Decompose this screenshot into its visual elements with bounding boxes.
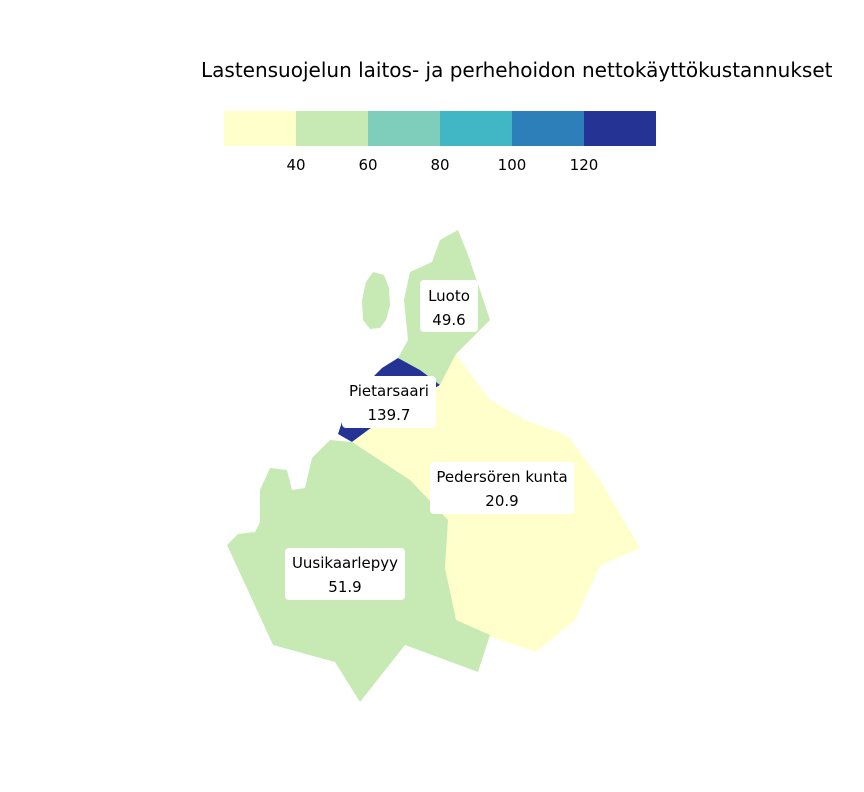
legend-ticks: 40 60 80 100 120 [286, 156, 598, 174]
legend-tick-label: 40 [286, 156, 305, 174]
region-name: Luoto [428, 287, 470, 305]
label-box [285, 548, 405, 600]
region-value: 51.9 [328, 578, 361, 596]
legend-tick-label: 120 [570, 156, 599, 174]
label-box [342, 376, 436, 428]
legend-bin-100-120 [512, 111, 584, 146]
legend-bin-over-120 [584, 111, 656, 146]
region-label-pietarsaari: Pietarsaari 139.7 [342, 376, 436, 428]
legend-tick-label: 60 [358, 156, 377, 174]
color-legend [224, 111, 656, 146]
region-value: 139.7 [368, 406, 411, 424]
region-label-pedersoren-kunta: Pedersören kunta 20.9 [430, 462, 574, 514]
region-labels: Luoto 49.6 Pietarsaari 139.7 Pedersören … [285, 280, 574, 600]
region-value: 20.9 [485, 492, 518, 510]
legend-bin-80-100 [440, 111, 512, 146]
legend-tick-label: 100 [498, 156, 527, 174]
legend-bin-60-80 [368, 111, 440, 146]
region-label-luoto: Luoto 49.6 [420, 280, 478, 332]
region-name: Pedersören kunta [436, 468, 567, 486]
region-name: Pietarsaari [349, 382, 429, 400]
map-title: Lastensuojelun laitos- ja perhehoidon ne… [201, 58, 833, 82]
legend-bin-40-60 [296, 111, 368, 146]
legend-tick-label: 80 [430, 156, 449, 174]
region-value: 49.6 [432, 311, 465, 329]
region-label-uusikaarlepyy: Uusikaarlepyy 51.9 [285, 548, 405, 600]
region-name: Uusikaarlepyy [292, 554, 398, 572]
legend-bin-under-40 [224, 111, 296, 146]
label-box [430, 462, 574, 514]
label-box [420, 280, 478, 332]
